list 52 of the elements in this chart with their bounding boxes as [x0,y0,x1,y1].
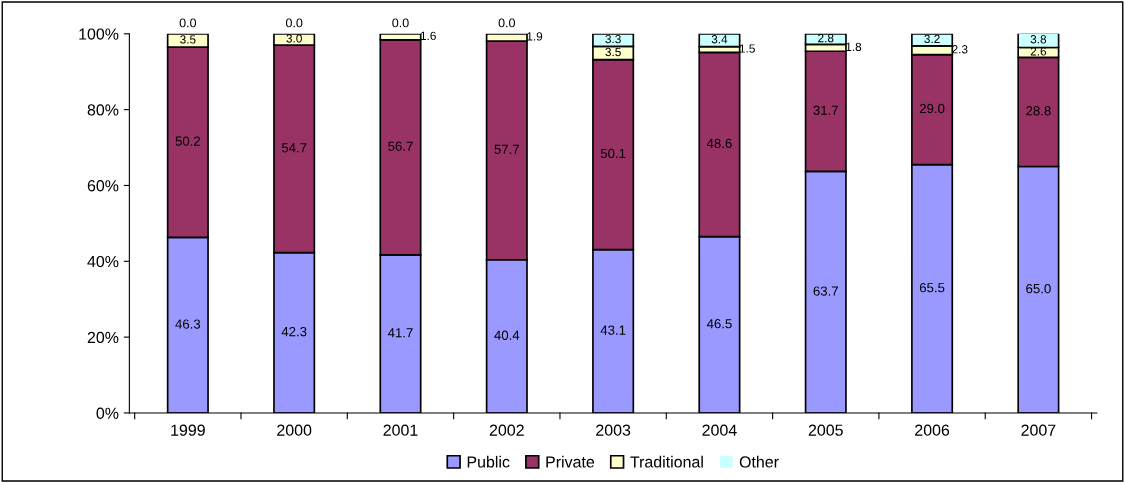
data-label: 0.0 [179,18,197,28]
y-tick-label: 60% [87,180,119,192]
data-label: 56.7 [388,141,413,151]
data-label: 1.5 [739,44,755,53]
x-tick-label: 2002 [489,424,524,436]
y-tick-label: 100% [79,28,119,40]
y-tick-label: 20% [87,331,119,344]
x-tick-label: 1999 [171,424,205,436]
data-label: 41.7 [387,328,413,338]
x-tick-label: 2000 [277,424,312,436]
data-label: 46.5 [706,319,732,329]
data-label: 57.7 [494,144,519,154]
data-label: 40.4 [494,330,520,340]
x-tick-label: 2006 [915,424,950,436]
data-label: 50.1 [600,148,626,159]
data-label: 3.5 [605,47,621,57]
data-label: 3.2 [924,34,940,44]
data-label: 50.2 [175,136,201,146]
legend-label: Public [467,455,510,468]
data-label: 65.5 [919,282,945,293]
data-label: 63.7 [813,286,838,296]
data-label: 65.0 [1026,283,1051,294]
legend-label: Other [739,455,779,468]
data-label: 29.0 [919,103,945,114]
x-tick-label: 2007 [1021,424,1056,436]
data-label: 2.3 [952,45,968,54]
y-tick-label: 0% [96,407,119,419]
data-label: 0.0 [285,18,303,28]
x-tick-label: 2003 [596,424,631,436]
data-label: 3.5 [180,35,196,44]
data-label: 42.3 [281,326,307,337]
data-label: 0.0 [498,18,516,28]
data-label: 0.0 [392,18,409,28]
x-tick-label: 2001 [383,424,418,436]
data-label: 3.8 [1030,35,1047,44]
x-tick-label: 2005 [808,424,843,436]
data-label: 48.6 [706,138,732,149]
data-label: 43.1 [600,325,626,335]
data-label: 1.6 [420,31,436,41]
data-label: 46.3 [175,319,201,329]
y-tick-label: 40% [87,255,119,268]
y-tick-label: 80% [87,104,119,116]
data-label: 54.7 [281,143,307,153]
x-tick-label: 2004 [702,424,737,436]
legend-label: Private [546,455,595,468]
data-label: 31.7 [813,105,838,115]
data-label: 3.3 [605,34,621,44]
data-label: 2.8 [818,33,834,43]
data-label: 3.0 [286,34,302,43]
data-label: 28.8 [1026,106,1051,116]
data-label: 3.4 [711,35,728,44]
legend-label: Traditional [630,455,703,468]
